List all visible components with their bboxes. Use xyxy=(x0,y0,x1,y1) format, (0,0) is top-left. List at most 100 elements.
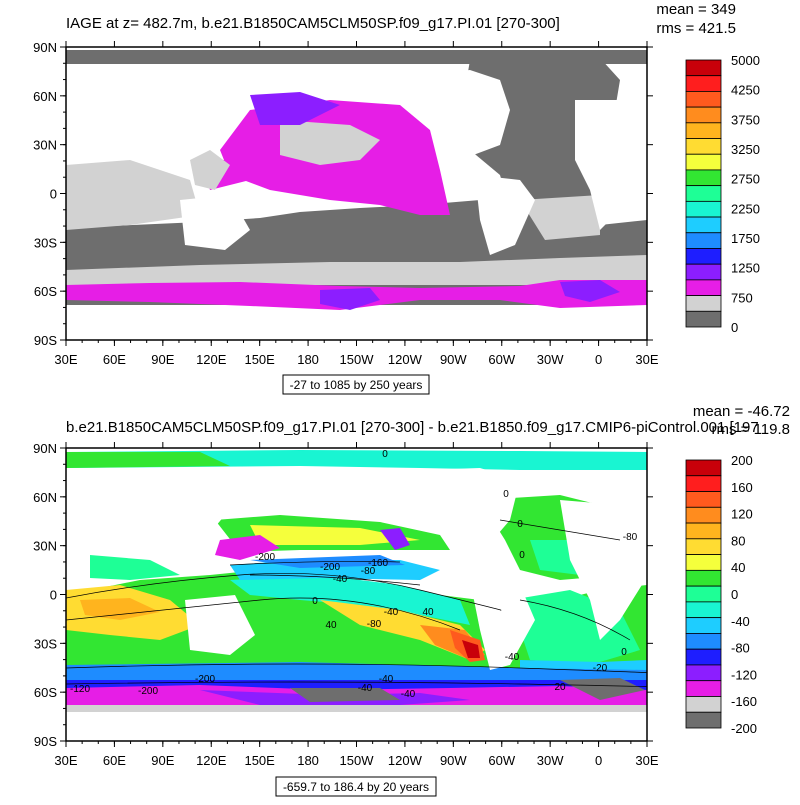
colorbar-swatch xyxy=(685,106,722,124)
map-field xyxy=(66,448,647,741)
lon-label: 180 xyxy=(297,352,319,367)
lon-label: 60W xyxy=(488,753,515,768)
contour-label: -80 xyxy=(361,566,376,577)
lon-label: 150E xyxy=(244,753,275,768)
lon-label: 60W xyxy=(488,352,515,367)
lat-label: 60N xyxy=(33,89,57,104)
contour-label: -40 xyxy=(379,674,394,685)
range-note-box xyxy=(275,776,437,797)
colorbar-swatch xyxy=(685,295,722,312)
colorbar-swatch xyxy=(685,585,722,603)
colorbar-swatch xyxy=(685,91,722,108)
rms-stat: rms = 421.5 xyxy=(656,20,736,37)
lon-label: 30E xyxy=(54,753,77,768)
colorbar-swatch xyxy=(685,491,722,508)
contour-label: 0 xyxy=(503,489,509,500)
colorbar-swatch xyxy=(685,696,722,713)
colorbar-label: -160 xyxy=(731,694,757,709)
colorbar-label: 5000 xyxy=(731,53,760,68)
lon-label: 120E xyxy=(196,753,227,768)
contour-label: 20 xyxy=(554,682,566,693)
colorbar-label: 80 xyxy=(731,533,745,548)
contour-label: 0 xyxy=(519,550,525,561)
contour-label: -40 xyxy=(505,652,520,663)
contour-label: -200 xyxy=(320,562,340,573)
colorbar-swatch xyxy=(685,648,722,666)
colorbar-swatch xyxy=(685,185,722,202)
colorbar-label: 200 xyxy=(731,453,753,468)
colorbar-swatch xyxy=(685,554,722,571)
contour-label: -80 xyxy=(623,532,638,543)
lon-label: 0 xyxy=(595,753,602,768)
panel-title: b.e21.B1850CAM5CLM50SP.f09_g17.PI.01 [27… xyxy=(66,419,759,436)
colorbar-swatch xyxy=(685,310,722,328)
lat-label: 0 xyxy=(50,187,57,202)
lon-label: 90W xyxy=(440,352,467,367)
contour-label: -200 xyxy=(195,674,215,685)
lon-label: 120E xyxy=(196,352,227,367)
rms-stat: rms = 119.8 xyxy=(711,421,790,438)
colorbar-label: 0 xyxy=(731,320,738,335)
colorbar-swatch xyxy=(685,248,722,265)
lat-label: 30S xyxy=(34,235,57,250)
contour-label: -20 xyxy=(593,663,608,674)
colorbar-swatch xyxy=(685,633,722,650)
lat-label: 90N xyxy=(33,40,57,55)
contour-label: 0 xyxy=(517,519,523,530)
lon-label: 30W xyxy=(537,352,564,367)
colorbar-label: 0 xyxy=(731,587,738,602)
colorbar-swatch xyxy=(685,475,722,492)
colorbar-swatch xyxy=(685,459,722,477)
map-axes: 90N 60N 30N 0 30S 60S 90S 30E 60E 90E 120E 150E 180 1… xyxy=(33,441,659,768)
map-field xyxy=(66,47,647,340)
colorbar-label: 2250 xyxy=(731,201,760,216)
lon-label: 180 xyxy=(297,753,319,768)
contour-label: -200 xyxy=(138,686,158,697)
colorbar-label: 4250 xyxy=(731,83,760,98)
colorbar-label: -120 xyxy=(731,667,757,682)
lat-label: 30S xyxy=(34,636,57,651)
panel-title: IAGE at z= 482.7m, b.e21.B1850CAM5CLM50S… xyxy=(66,15,560,32)
colorbar-label: 1750 xyxy=(731,231,760,246)
colorbar-swatch xyxy=(685,75,722,92)
lon-label: 150E xyxy=(244,352,275,367)
lat-label: 0 xyxy=(50,588,57,603)
colorbar-swatch xyxy=(685,522,722,540)
colorbar-label: -200 xyxy=(731,721,757,736)
lon-label: 0 xyxy=(595,352,602,367)
contour-label: 40 xyxy=(325,620,337,631)
colorbar-label: 40 xyxy=(731,560,745,575)
contour-label: 0 xyxy=(312,596,318,607)
contour-label: 0 xyxy=(382,449,388,460)
colorbar-label: -40 xyxy=(731,614,750,629)
colorbar-swatch xyxy=(685,506,722,524)
lat-label: 60S xyxy=(34,284,57,299)
range-note: -659.7 to 186.4 by 20 years xyxy=(283,780,429,794)
colorbar-swatch xyxy=(685,169,722,187)
lon-label: 60E xyxy=(103,352,126,367)
panel-ideal-age: IAGE at z= 482.7m, b.e21.B1850CAM5CLM50S… xyxy=(33,1,760,395)
colorbar: 5000 4250 3750 3250 2750 2250 1750 1250 750 0 xyxy=(685,53,760,335)
range-note: -27 to 1085 by 250 years xyxy=(290,378,423,392)
colorbar-swatch xyxy=(685,279,722,296)
lat-label: 90N xyxy=(33,441,57,456)
contour-label: -120 xyxy=(70,684,90,695)
colorbar-label: 3250 xyxy=(731,142,760,157)
contour-label: -200 xyxy=(255,552,275,563)
colorbar-label: 120 xyxy=(731,507,753,522)
map-axes: 90N 60N 30N 0 30S 60S 90S 30E 60E 90E 120E 150E 180 1… xyxy=(33,40,659,367)
mean-stat: mean = 349 xyxy=(656,1,736,18)
colorbar-label: 160 xyxy=(731,480,753,495)
colorbar: 200 160 120 80 40 0 -40 -80 -120 -160 -200 xyxy=(685,453,757,736)
colorbar-swatch xyxy=(685,122,722,139)
lon-label: 90E xyxy=(151,352,174,367)
lat-label: 60S xyxy=(34,685,57,700)
lat-label: 30N xyxy=(33,138,57,153)
contour-label: -40 xyxy=(358,683,373,694)
lon-label: 120W xyxy=(388,352,423,367)
lat-label: 30N xyxy=(33,539,57,554)
contour-label: 0 xyxy=(621,647,627,658)
